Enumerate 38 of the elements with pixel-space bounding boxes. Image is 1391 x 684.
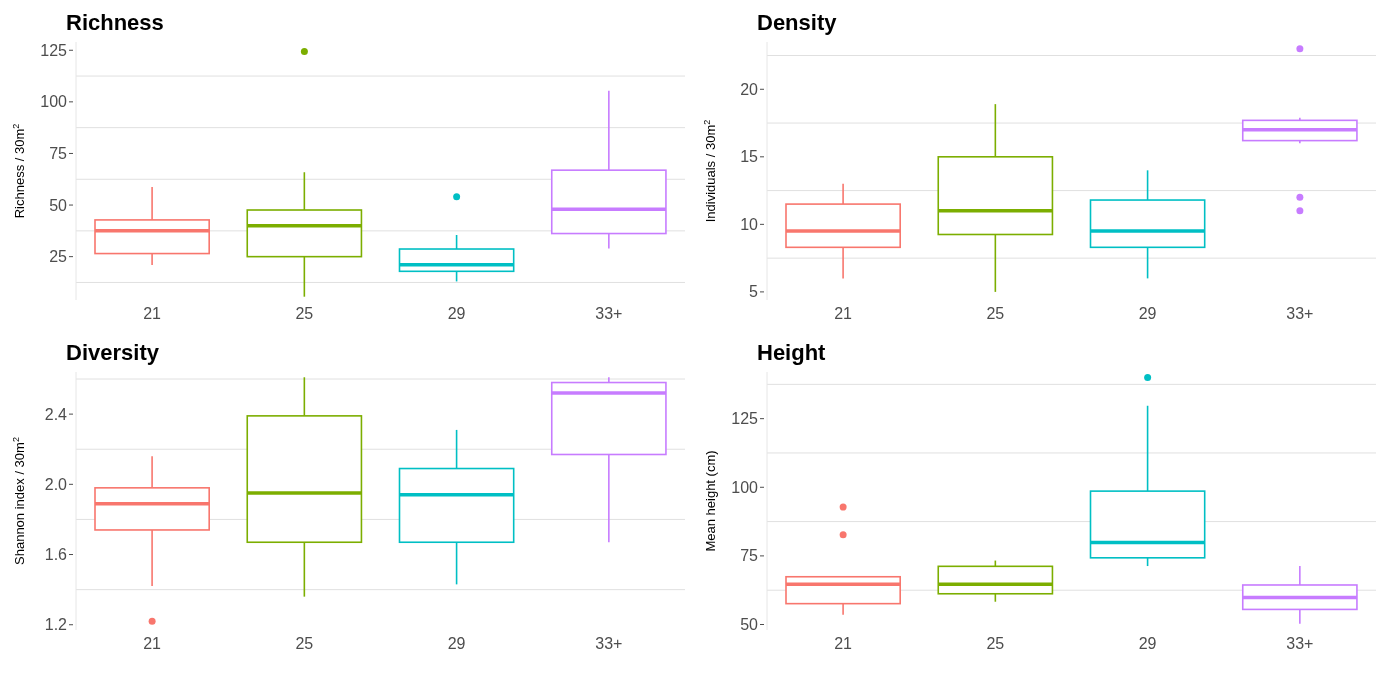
chart-title: Diversity <box>65 339 160 367</box>
y-tick-label: 10 <box>740 215 759 233</box>
x-tick-label: 25 <box>295 635 314 653</box>
chart-title: Density <box>756 9 838 37</box>
y-tick-label: 2.4 <box>44 405 68 423</box>
y-tick-label: 15 <box>740 148 759 166</box>
x-tick-label: 21 <box>834 635 853 653</box>
y-tick-label: 1.6 <box>44 546 68 564</box>
x-tick-label: 21 <box>834 305 853 323</box>
x-tick-label: 33+ <box>1286 305 1314 323</box>
x-tick-label: 33+ <box>1286 635 1314 653</box>
y-tick-label: 1.2 <box>44 616 68 634</box>
y-tick-label: 100 <box>731 478 759 496</box>
x-tick-label: 33+ <box>595 305 623 323</box>
y-tick-label: 100 <box>40 93 68 111</box>
y-tick-label: 2.0 <box>44 475 68 493</box>
y-tick-label: 75 <box>49 145 68 163</box>
y-tick-label: 20 <box>740 80 759 98</box>
x-tick-label: 29 <box>1138 635 1157 653</box>
x-tick-label: 21 <box>143 305 162 323</box>
x-tick-label: 33+ <box>595 635 623 653</box>
x-tick-label: 25 <box>986 635 1005 653</box>
y-tick-label: 75 <box>740 547 759 565</box>
y-tick-label: 5 <box>749 283 759 301</box>
y-tick-label: 125 <box>731 410 759 428</box>
chart-title: Height <box>756 339 827 367</box>
y-tick-label: 125 <box>40 41 68 59</box>
x-tick-label: 29 <box>447 635 466 653</box>
y-axis-title: Mean height (cm) <box>703 450 718 552</box>
y-tick-label: 50 <box>740 616 759 634</box>
chart-title: Richness <box>65 9 165 37</box>
y-tick-label: 25 <box>49 248 68 266</box>
x-tick-label: 25 <box>295 305 314 323</box>
y-tick-label: 50 <box>49 196 68 214</box>
x-tick-label: 21 <box>143 635 162 653</box>
x-tick-label: 25 <box>986 305 1005 323</box>
x-tick-label: 29 <box>447 305 466 323</box>
x-tick-label: 29 <box>1138 305 1157 323</box>
